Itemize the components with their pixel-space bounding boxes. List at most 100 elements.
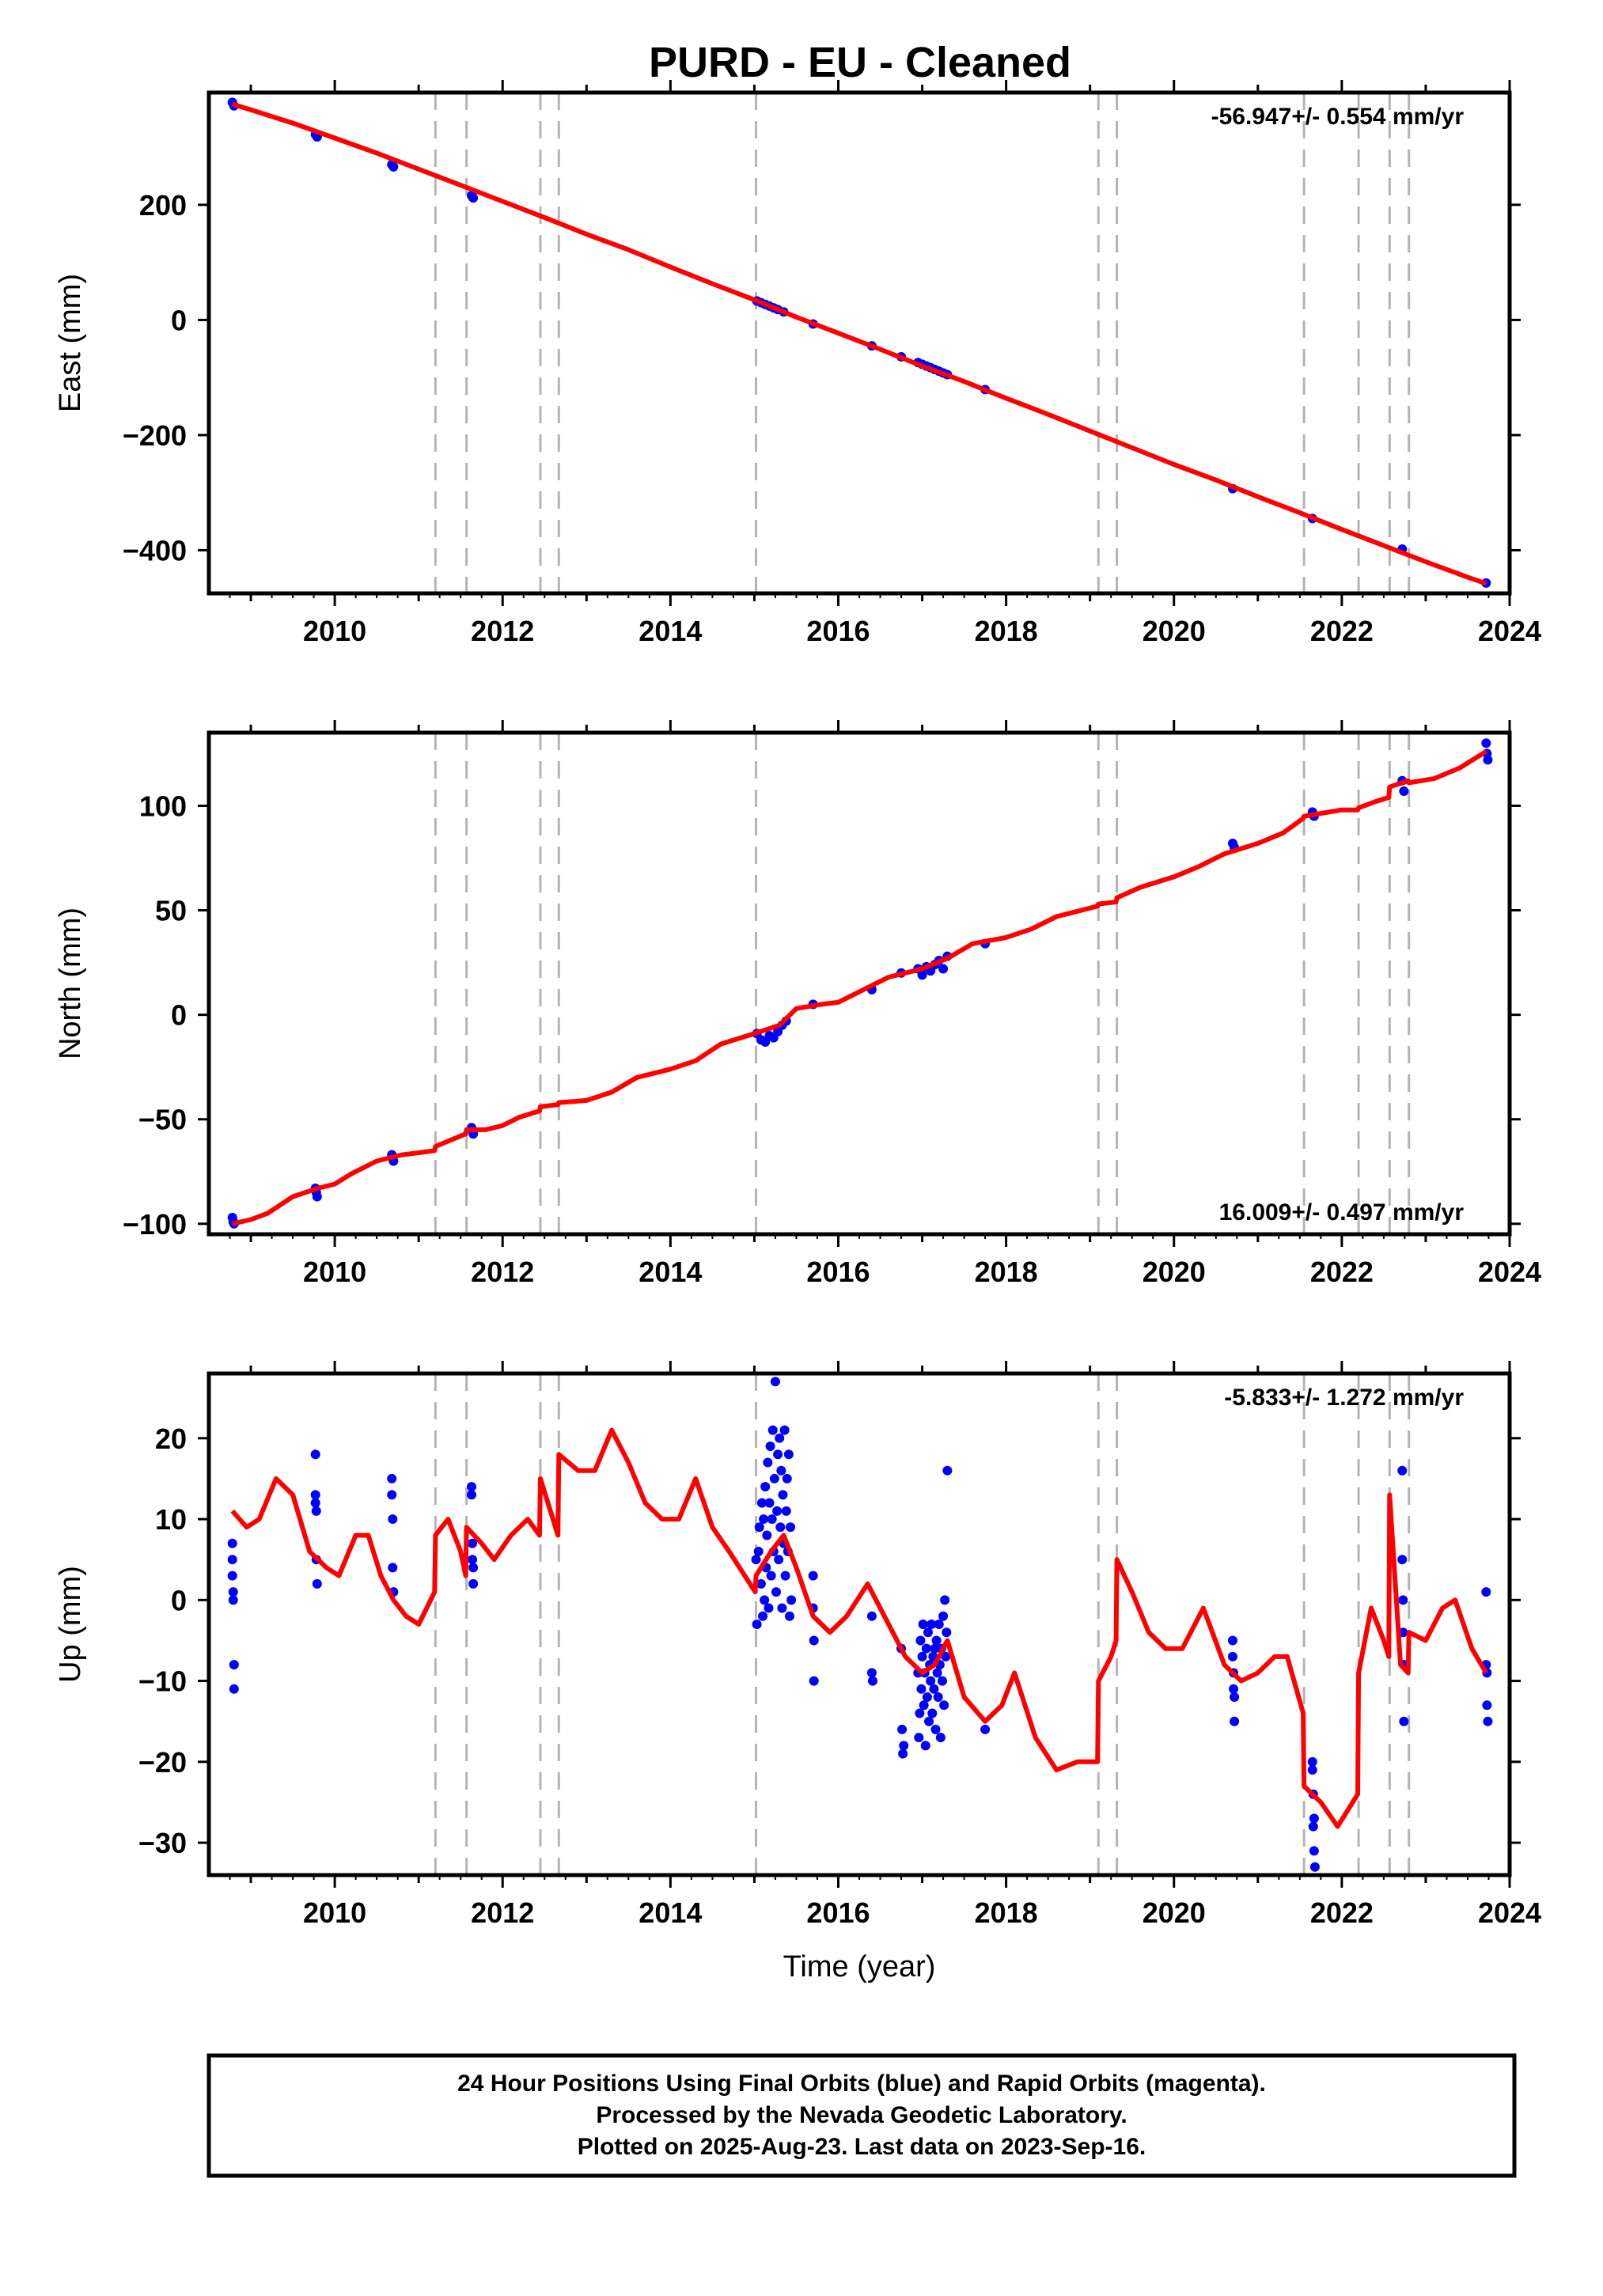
up-y-axis-label: Up (mm) <box>54 1566 87 1683</box>
up-data-point <box>938 1611 949 1621</box>
north-x-tick-label: 2012 <box>471 1256 534 1288</box>
up-data-point <box>914 1733 924 1743</box>
up-data-point <box>929 1684 939 1694</box>
up-data-point <box>227 1538 237 1548</box>
north-y-axis-label: North (mm) <box>54 907 87 1059</box>
east-x-tick-label: 2010 <box>303 615 366 647</box>
up-data-point <box>388 1514 398 1525</box>
east-data-point <box>388 161 399 172</box>
up-x-axis-label: Time (year) <box>783 1950 936 1983</box>
up-data-point <box>784 1611 794 1621</box>
up-data-point <box>770 1377 780 1387</box>
north-data-point <box>917 970 927 980</box>
up-data-point <box>767 1425 778 1435</box>
up-data-point <box>930 1724 941 1734</box>
up-x-tick-label: 2014 <box>639 1896 702 1929</box>
north-x-tick-label: 2014 <box>639 1256 702 1288</box>
up-data-point <box>786 1595 797 1605</box>
up-data-point <box>980 1724 991 1734</box>
up-data-point <box>775 1522 786 1533</box>
up-data-point <box>898 1749 908 1759</box>
north-y-tick-label: 50 <box>155 895 187 927</box>
up-data-point <box>942 1465 953 1476</box>
up-data-point <box>897 1724 908 1734</box>
up-x-tick-label: 2012 <box>471 1896 534 1929</box>
up-model-line <box>230 1427 1488 1829</box>
north-y-tick-label: −100 <box>123 1208 187 1241</box>
up-data-point <box>772 1506 783 1516</box>
up-data-point <box>756 1578 766 1589</box>
east-y-axis-label: East (mm) <box>54 274 87 412</box>
up-data-point <box>765 1442 775 1452</box>
up-data-point <box>388 1563 398 1573</box>
north-data-point <box>1399 786 1409 796</box>
north-model-line <box>232 749 1487 1226</box>
up-data-point <box>312 1578 322 1589</box>
up-data-point <box>1308 1821 1318 1832</box>
up-data-point <box>782 1473 792 1483</box>
up-data-point <box>1397 1555 1408 1565</box>
up-y-tick-label: 20 <box>155 1423 187 1455</box>
up-data-point <box>942 1627 952 1638</box>
east-x-tick-label: 2024 <box>1478 615 1541 647</box>
up-data-point <box>227 1570 237 1581</box>
up-data-point <box>1230 1716 1240 1726</box>
up-data-point <box>932 1668 942 1678</box>
up-data-point <box>466 1490 476 1500</box>
up-data-point <box>752 1620 762 1629</box>
footer-box: 24 Hour Positions Using Final Orbits (bl… <box>207 2053 1517 2178</box>
figure-title: PURD - EU - Cleaned <box>649 39 1071 86</box>
up-data-point <box>769 1473 779 1483</box>
up-panel: 2010 2012 2014 2016 2018 2020 2022 2024−30−20−1… <box>54 1361 1541 1983</box>
up-data-point <box>764 1498 775 1508</box>
up-data-point <box>916 1684 927 1694</box>
north-rate-label: 16.009+/- 0.497 mm/yr <box>1219 1199 1465 1226</box>
up-data-point <box>779 1425 790 1435</box>
up-data-point <box>935 1733 946 1743</box>
east-x-tick-label: 2016 <box>806 615 870 647</box>
up-data-point <box>468 1563 479 1573</box>
north-data-point <box>938 964 949 974</box>
up-data-point <box>751 1555 761 1565</box>
up-data-point <box>1483 1716 1493 1726</box>
up-data-point <box>756 1498 767 1508</box>
up-data-point <box>229 1660 239 1670</box>
north-data-point <box>312 1192 322 1202</box>
north-x-tick-label: 2010 <box>303 1256 366 1288</box>
up-y-tick-label: 10 <box>155 1503 187 1536</box>
north-x-tick-label: 2022 <box>1310 1256 1374 1288</box>
north-y-tick-label: 0 <box>171 999 187 1032</box>
up-data-point <box>1307 1756 1317 1767</box>
up-data-point <box>808 1570 818 1581</box>
up-data-point <box>933 1692 943 1703</box>
up-data-point <box>1309 1813 1319 1824</box>
up-data-point <box>762 1530 772 1540</box>
up-data-point <box>760 1482 771 1492</box>
up-data-point <box>922 1692 932 1703</box>
up-data-point <box>760 1595 770 1605</box>
up-data-point <box>927 1708 938 1718</box>
north-x-tick-label: 2024 <box>1478 1256 1541 1288</box>
up-data-point <box>1309 1862 1320 1872</box>
up-data-point <box>777 1603 787 1613</box>
up-y-tick-label: −10 <box>138 1665 187 1698</box>
up-x-tick-label: 2024 <box>1478 1896 1541 1929</box>
east-y-tick-label: 200 <box>139 189 187 222</box>
footer-line-2: Processed by the Nevada Geodetic Laborat… <box>596 2102 1127 2128</box>
up-data-point <box>774 1555 784 1565</box>
up-data-point <box>310 1498 320 1508</box>
east-x-tick-label: 2012 <box>471 615 534 647</box>
up-data-point <box>783 1449 794 1460</box>
north-data-point <box>1483 755 1493 765</box>
east-data-point <box>468 193 479 203</box>
up-data-point <box>754 1522 764 1533</box>
up-data-point <box>228 1595 238 1605</box>
up-data-point <box>780 1570 790 1581</box>
up-data-point <box>758 1611 768 1621</box>
up-y-tick-label: −30 <box>138 1827 187 1859</box>
up-data-point <box>931 1635 942 1646</box>
footer-frame <box>207 2053 1517 2178</box>
east-x-tick-label: 2014 <box>639 615 702 647</box>
up-data-point <box>1309 1846 1319 1856</box>
